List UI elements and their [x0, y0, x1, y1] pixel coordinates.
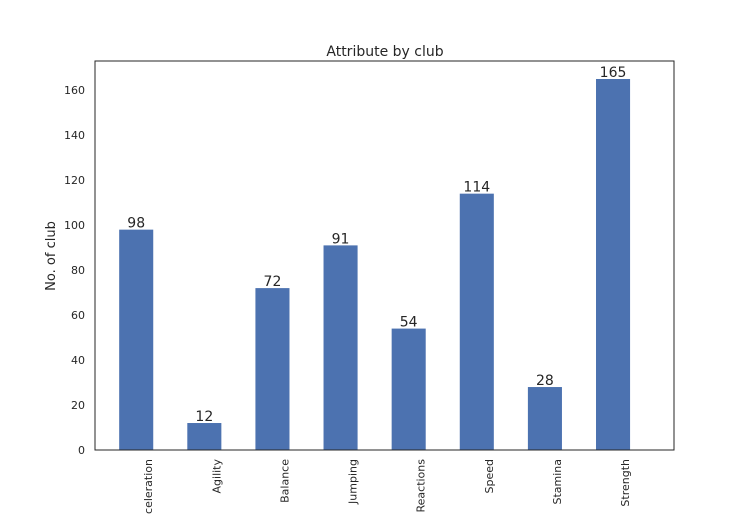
x-ticks-group: Acceleration Agility Balance Jumping Reactio…: [142, 459, 632, 514]
y-tick-label-80: 80: [71, 264, 85, 277]
bar-acceleration: [119, 229, 154, 450]
bar-strength: [596, 78, 631, 451]
x-tick-label-reactions: Reactions: [415, 459, 428, 513]
data-label-jumping: 91: [332, 231, 350, 247]
x-tick-label-jumping: Jumping: [347, 459, 360, 505]
x-tick-label-acceleration: Acceleration: [142, 459, 155, 514]
y-tick-label-120: 120: [64, 174, 85, 187]
y-tick-label-100: 100: [64, 219, 85, 232]
data-label-stamina: 28: [536, 373, 554, 389]
x-tick-label-balance: Balance: [278, 459, 291, 503]
chart-title: Attribute by club: [326, 44, 443, 60]
y-tick-label-40: 40: [71, 354, 85, 367]
data-label-agility: 12: [195, 409, 213, 425]
y-tick-label-20: 20: [71, 399, 85, 412]
data-labels-group: 98 12 72 91 54 114 28 165: [127, 65, 626, 425]
plot-frame: [94, 60, 675, 451]
data-label-balance: 72: [264, 274, 282, 290]
x-tick-label-speed: Speed: [483, 459, 496, 493]
y-tick-label-0: 0: [78, 444, 85, 457]
bar-speed: [459, 193, 494, 450]
data-label-strength: 165: [600, 65, 627, 81]
y-tick-label-60: 60: [71, 309, 85, 322]
x-tick-label-agility: Agility: [210, 459, 223, 494]
bar-balance: [255, 288, 290, 450]
x-tick-label-strength: Strength: [619, 459, 632, 507]
data-label-reactions: 54: [400, 315, 418, 331]
y-axis-label: No. of club: [44, 221, 59, 291]
data-label-acceleration: 98: [127, 216, 145, 232]
bar-jumping: [323, 245, 358, 450]
x-tick-label-stamina: Stamina: [551, 459, 564, 505]
bar-reactions: [391, 328, 426, 450]
bar-stamina: [527, 387, 562, 450]
data-label-speed: 114: [463, 180, 490, 196]
bar-agility: [187, 423, 222, 450]
y-tick-label-140: 140: [64, 129, 85, 142]
y-ticks-group: 0 20 40 60 80 100 120 140 160: [64, 84, 85, 457]
y-tick-label-160: 160: [64, 84, 85, 97]
bars-group: [119, 78, 631, 451]
